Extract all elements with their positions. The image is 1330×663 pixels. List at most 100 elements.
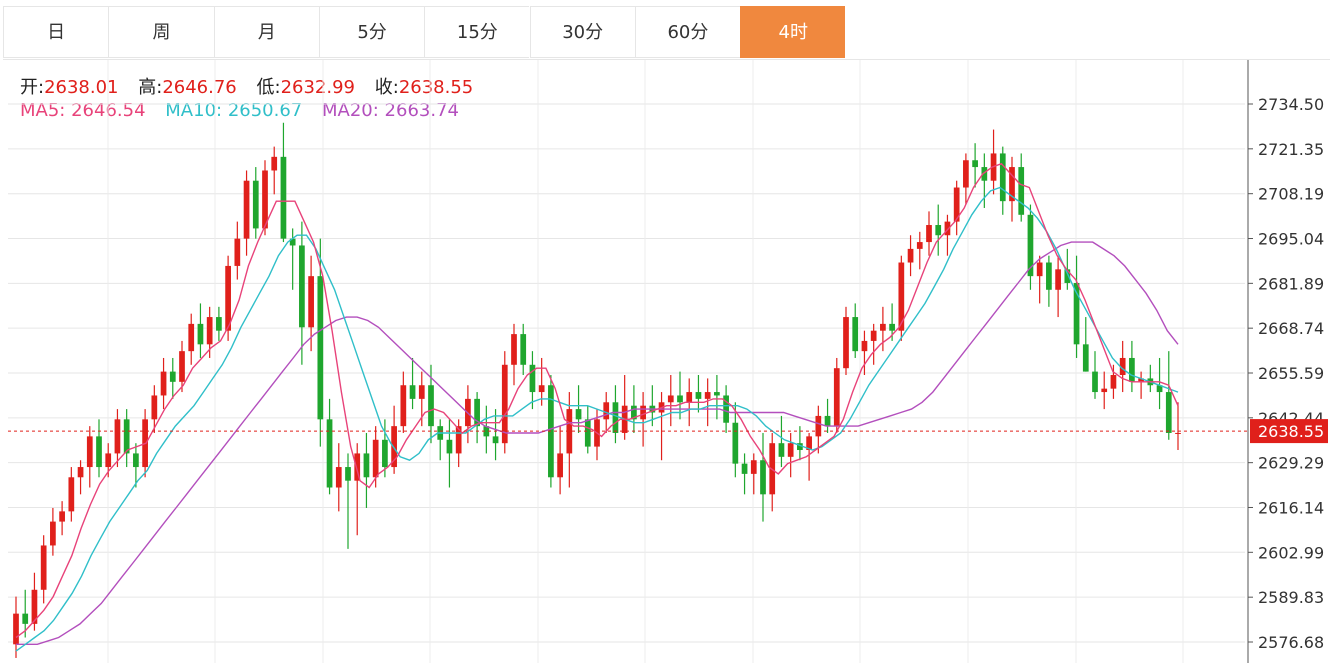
candle-body xyxy=(1055,269,1061,290)
candle-body xyxy=(197,323,204,345)
candle-body xyxy=(1110,375,1117,389)
candle-body xyxy=(1073,282,1080,345)
y-tick-label: 2721.35 xyxy=(1258,140,1324,159)
candle-body xyxy=(1138,378,1144,382)
y-tick-label: 2734.50 xyxy=(1258,95,1324,114)
candle-body xyxy=(529,364,536,393)
candle-body xyxy=(160,371,167,396)
candle-body xyxy=(806,436,812,451)
candle-body xyxy=(216,317,222,331)
candle-body xyxy=(1018,167,1025,215)
ma5-line xyxy=(15,162,1179,639)
candle-body xyxy=(345,467,351,481)
candle-body xyxy=(1027,214,1034,277)
candle-body xyxy=(354,453,361,481)
close-label: 收: xyxy=(374,77,399,98)
candle-body xyxy=(1119,357,1126,376)
y-tick-label: 2616.14 xyxy=(1258,498,1324,517)
tab-7[interactable]: 4时 xyxy=(740,6,846,58)
candle-body xyxy=(972,160,978,168)
tab-6[interactable]: 60分 xyxy=(634,6,741,58)
candle-body xyxy=(861,340,868,352)
candle-body xyxy=(750,460,757,474)
candle-body xyxy=(520,334,527,365)
candle-body xyxy=(760,460,766,495)
candle-body xyxy=(889,323,895,331)
ma20-readout: MA20: 2663.74 xyxy=(322,100,459,121)
period-tabs: 日周月 5分 15分 30分 60分 4时 xyxy=(3,6,1330,60)
tab-2[interactable]: 月 xyxy=(213,6,319,58)
candle-body xyxy=(151,395,158,420)
tab-0[interactable]: 日 xyxy=(3,6,109,58)
candle-body xyxy=(86,436,93,468)
open-value: 2638.01 xyxy=(44,77,119,98)
candle-body xyxy=(778,443,785,457)
candle-body xyxy=(1101,388,1108,393)
candle-body xyxy=(501,364,508,444)
candle-body xyxy=(1046,262,1052,290)
candle-body xyxy=(686,392,693,403)
ma10-label: MA10: xyxy=(165,100,223,121)
tab-5[interactable]: 30分 xyxy=(529,6,635,58)
candle-body xyxy=(787,443,794,457)
candle-body xyxy=(612,402,619,433)
y-tick-label: 2576.68 xyxy=(1258,633,1324,652)
ma20-label: MA20: xyxy=(322,100,379,121)
y-tick-label: 2681.89 xyxy=(1258,274,1324,293)
candle-body xyxy=(252,180,259,229)
open-label: 开: xyxy=(20,77,45,98)
candle-body xyxy=(59,511,65,522)
candle-body xyxy=(391,426,397,468)
ma20-value: 2663.74 xyxy=(384,100,459,121)
candle-body xyxy=(667,395,674,403)
ma5-label: MA5: xyxy=(20,100,66,121)
tab-3[interactable]: 5分 xyxy=(318,6,425,58)
candle-body xyxy=(262,170,268,229)
high-value: 2646.76 xyxy=(162,77,237,98)
candle-body xyxy=(714,392,720,396)
candle-body xyxy=(335,467,342,488)
candlestick-chart[interactable]: 2734.50 2721.35 2708.19 2695.04 2681.89 2668.… xyxy=(0,60,1330,663)
candle-body xyxy=(695,392,702,399)
candle-body xyxy=(852,317,859,352)
candle-body xyxy=(96,436,102,468)
candle-body xyxy=(898,262,905,331)
candle-body xyxy=(1165,392,1172,433)
candle-body xyxy=(511,334,517,365)
candle-body xyxy=(815,415,822,437)
ma-readout: MA5: 2646.54 MA10: 2650.67 MA20: 2663.74 xyxy=(20,100,459,121)
candle-body xyxy=(68,477,75,512)
candle-body xyxy=(400,385,407,427)
candle-body xyxy=(179,351,185,382)
candle-body xyxy=(1092,371,1098,393)
last-price-badge xyxy=(1250,419,1328,444)
candle-body xyxy=(935,225,942,236)
candle-body xyxy=(723,395,729,423)
candle-body xyxy=(953,187,960,222)
candle-body xyxy=(382,439,388,468)
candle-body xyxy=(206,317,213,345)
tabs-divider xyxy=(3,59,1330,60)
candle-body xyxy=(833,368,840,427)
candle-body xyxy=(428,385,434,427)
tab-4[interactable]: 15分 xyxy=(424,6,530,58)
candle-body xyxy=(963,160,969,188)
candle-body xyxy=(797,443,803,451)
ma20-line xyxy=(16,241,1179,645)
candle-body xyxy=(492,436,499,444)
candle-body xyxy=(271,156,278,171)
candle-body xyxy=(326,419,333,488)
candle-body xyxy=(584,419,591,447)
candle-body xyxy=(926,225,932,243)
candle-body xyxy=(169,371,176,382)
candle-body xyxy=(843,317,849,369)
candle-body xyxy=(308,276,314,328)
candle-body xyxy=(409,385,416,399)
candle-body xyxy=(1036,262,1043,277)
candle-body xyxy=(575,409,582,420)
candle-body xyxy=(1064,269,1071,283)
candle-body xyxy=(77,467,84,478)
candle-body xyxy=(40,545,47,590)
candle-body xyxy=(234,238,241,266)
tab-1[interactable]: 周 xyxy=(108,6,214,58)
